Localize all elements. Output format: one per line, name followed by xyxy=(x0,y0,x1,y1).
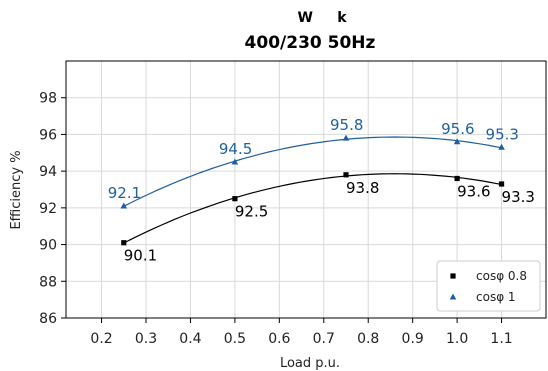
plot-frame xyxy=(65,60,547,319)
legend-entry: cosφ 0.8 xyxy=(476,269,527,283)
x-axis-label: Load p.u. xyxy=(280,356,340,371)
y-axis-ticks: 86 88 90 92 94 96 98 xyxy=(39,91,66,327)
data-point xyxy=(453,138,461,145)
series-0: 90.1 92.5 93.8 93.6 93.3 xyxy=(121,172,535,265)
data-label: 92.1 xyxy=(108,184,141,202)
legend-marker-square xyxy=(450,273,456,279)
x-tick-label: 0.6 xyxy=(268,331,290,347)
legend-marker-triangle xyxy=(449,293,457,300)
x-tick-label: 0.4 xyxy=(179,331,201,347)
legend-entry: cosφ 1 xyxy=(476,290,516,304)
data-point xyxy=(121,240,127,246)
data-label: 93.6 xyxy=(457,182,490,200)
data-point xyxy=(343,172,349,178)
data-point xyxy=(120,202,128,209)
chart-subtitle: 400/230 50Hz xyxy=(245,33,376,53)
data-point xyxy=(231,158,239,165)
x-tick-label: 0.3 xyxy=(135,331,157,347)
y-tick-label: 92 xyxy=(39,201,57,217)
x-tick-label: 1.1 xyxy=(490,331,512,347)
y-tick-label: 98 xyxy=(39,91,57,107)
x-tick-label: 0.5 xyxy=(224,331,246,347)
series-layer: 90.1 92.5 93.8 93.6 93.3 92.1 94.5 95.8 95.6 95.3 xyxy=(108,116,535,265)
data-point xyxy=(342,134,350,141)
data-label: 92.5 xyxy=(235,203,268,221)
x-tick-label: 0.9 xyxy=(402,331,424,347)
series-line xyxy=(123,173,502,244)
data-label: 93.3 xyxy=(502,188,535,206)
data-label: 95.8 xyxy=(330,116,363,134)
x-axis-ticks: 0.2 0.3 0.4 0.5 0.6 0.7 0.8 0.9 1.0 1.1 xyxy=(90,318,513,347)
y-axis-label: Efficiency % xyxy=(9,150,24,229)
y-tick-label: 86 xyxy=(39,311,57,327)
x-tick-label: 0.2 xyxy=(90,331,112,347)
data-label: 95.3 xyxy=(486,125,519,143)
chart-title: W k xyxy=(297,10,347,26)
data-point xyxy=(232,196,238,202)
data-label: 90.1 xyxy=(124,247,157,265)
data-label: 95.6 xyxy=(441,120,474,138)
legend: cosφ 0.8 cosφ 1 xyxy=(436,260,541,312)
data-point xyxy=(454,175,460,182)
x-tick-label: 1.0 xyxy=(446,331,468,347)
x-tick-label: 0.8 xyxy=(357,331,379,347)
data-point xyxy=(498,143,505,150)
data-point xyxy=(498,181,505,187)
series-1: 92.1 94.5 95.8 95.6 95.3 xyxy=(108,116,519,209)
series-line xyxy=(123,136,502,207)
y-tick-label: 96 xyxy=(39,127,57,143)
y-tick-label: 94 xyxy=(39,164,57,180)
data-label: 94.5 xyxy=(219,140,252,158)
y-tick-label: 90 xyxy=(39,238,57,254)
y-tick-label: 88 xyxy=(39,274,57,290)
x-tick-label: 0.7 xyxy=(313,331,335,347)
legend-box xyxy=(436,260,541,312)
data-label: 93.8 xyxy=(346,179,379,197)
